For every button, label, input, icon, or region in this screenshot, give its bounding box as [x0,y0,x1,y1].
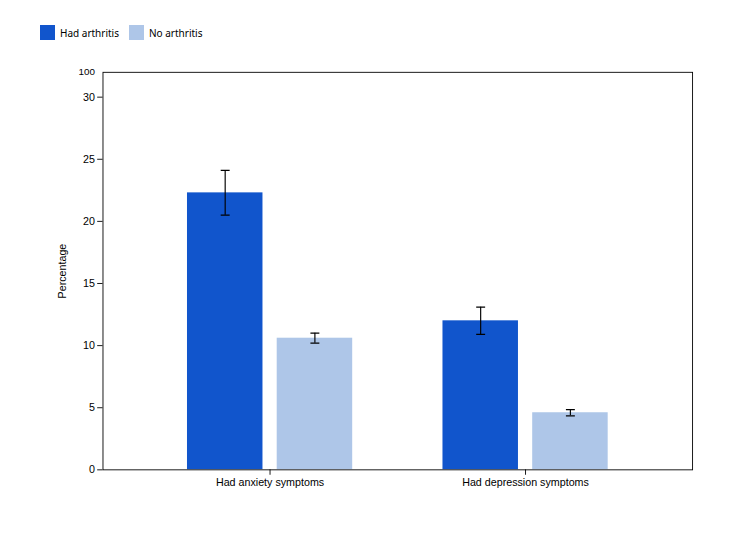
svg-text:Percentage: Percentage [56,244,68,299]
html-text:Had arthritis: Had arthritis [60,25,119,40]
svg-text:Had anxiety symptoms: Had anxiety symptoms [216,475,324,487]
svg-text:10: 10 [83,339,95,351]
svg-text:5: 5 [89,401,95,413]
svg-text:25: 25 [83,153,95,165]
svg-text:0: 0 [89,463,95,475]
svg-text:20: 20 [83,215,95,227]
svg-text:15: 15 [83,277,95,289]
svg-text:30: 30 [83,91,95,103]
svg-text:100: 100 [79,66,96,77]
svg-text:Had depression symptoms: Had depression symptoms [462,475,589,487]
html-text:No arthritis: No arthritis [149,25,203,40]
